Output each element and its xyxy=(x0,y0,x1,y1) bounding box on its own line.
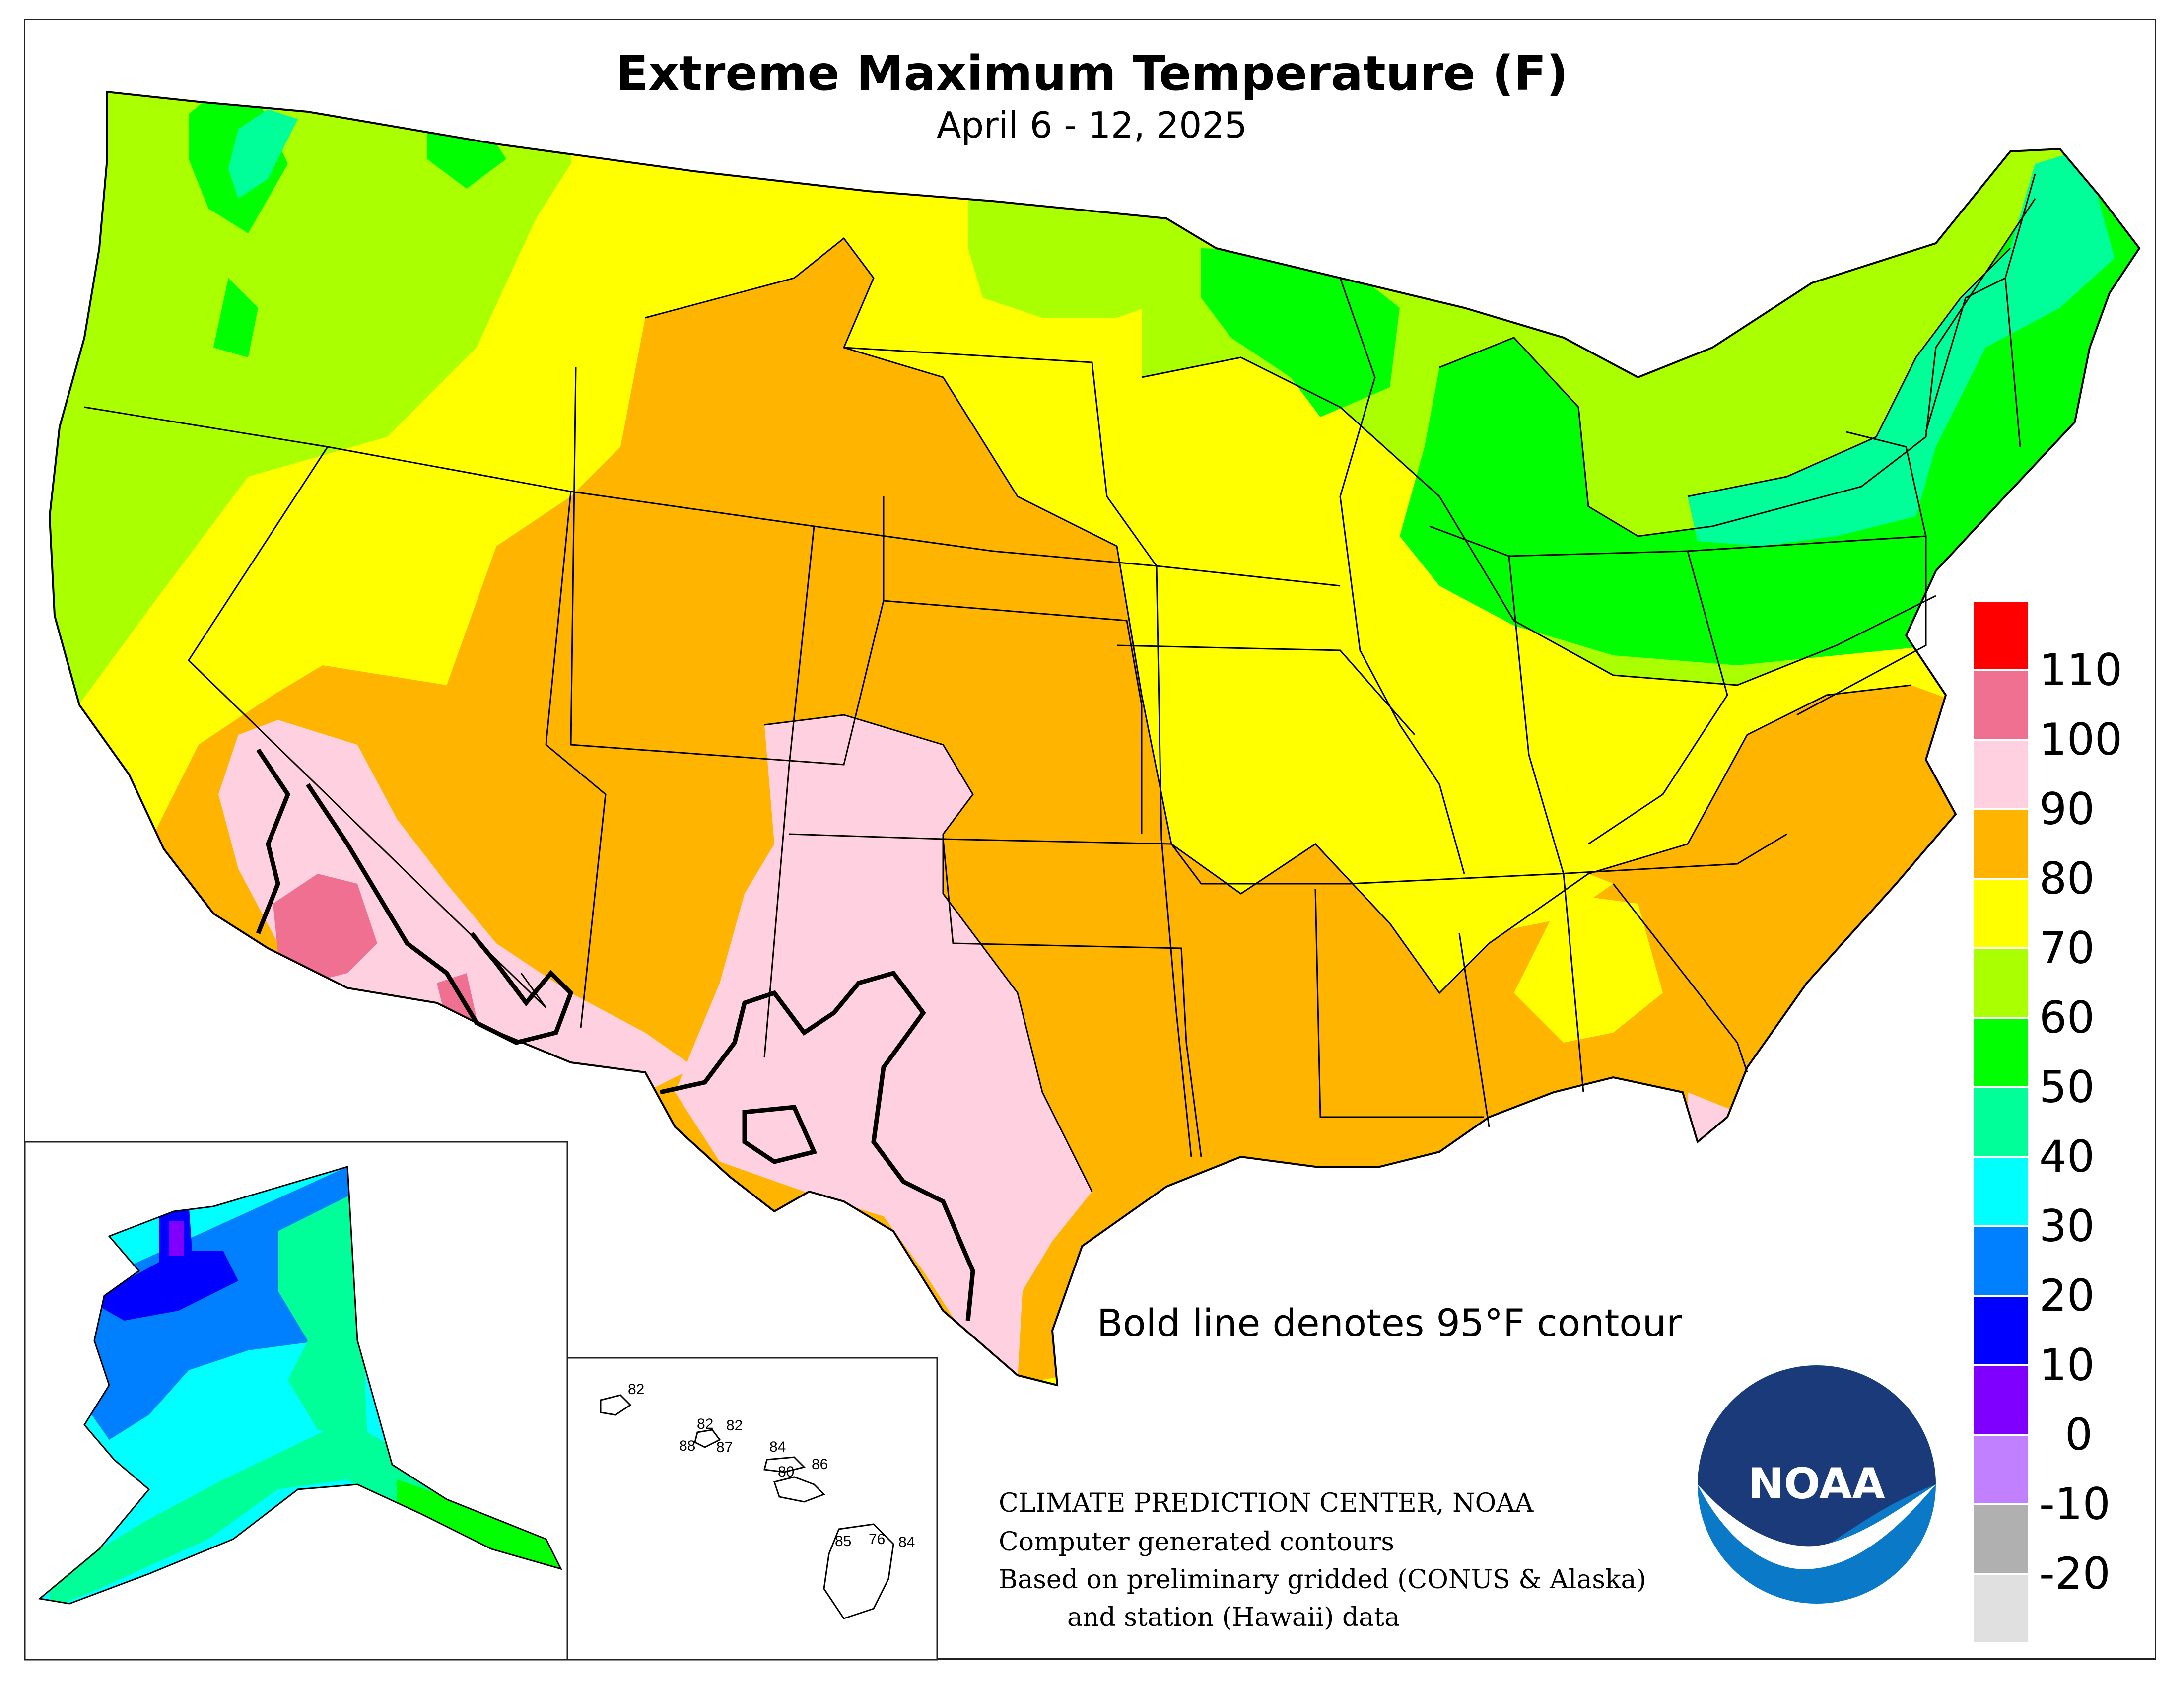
legend-swatch xyxy=(1972,1156,2030,1227)
hawaii-value: 88 xyxy=(679,1438,696,1454)
legend-swatch xyxy=(1972,947,2030,1019)
legend-label: 40 xyxy=(2039,1131,2095,1182)
hawaii-value: 85 xyxy=(835,1533,852,1549)
credit-line: CLIMATE PREDICTION CENTER, NOAA xyxy=(999,1488,1534,1518)
legend-label: 20 xyxy=(2039,1270,2095,1321)
legend-label: 110 xyxy=(2039,644,2122,696)
hawaii-value: 84 xyxy=(769,1439,786,1455)
legend-label: 80 xyxy=(2039,853,2095,904)
map-frame xyxy=(24,19,2156,1660)
state-borders xyxy=(48,90,2141,1387)
hawaii-value: 76 xyxy=(869,1531,886,1547)
credit-line: and station (Hawaii) data xyxy=(1067,1603,1400,1632)
legend-swatch xyxy=(1972,1573,2030,1644)
legend-label: 100 xyxy=(2039,714,2122,765)
legend-swatch xyxy=(1972,600,2030,671)
hawaii-value: 82 xyxy=(628,1381,645,1398)
contour-95f xyxy=(256,748,975,1321)
contour-note: Bold line denotes 95°F contour xyxy=(1097,1301,1682,1345)
legend-label: 90 xyxy=(2039,783,2095,835)
legend-swatch xyxy=(1972,878,2030,949)
alaska-map xyxy=(40,1167,561,1604)
page-title: Extreme Maximum Temperature (F) xyxy=(615,46,1569,101)
legend-swatch xyxy=(1972,739,2030,810)
legend-swatch xyxy=(1972,1086,2030,1158)
legend-label: 70 xyxy=(2039,922,2095,974)
hawaii-value: 87 xyxy=(716,1439,733,1456)
legend-label: -20 xyxy=(2039,1548,2111,1599)
legend-label: 10 xyxy=(2039,1339,2095,1391)
legend-swatch xyxy=(1972,1017,2030,1088)
hawaii-value: 82 xyxy=(726,1417,743,1434)
hawaii-value: 84 xyxy=(898,1534,915,1550)
legend-swatch xyxy=(1972,1225,2030,1297)
legend-swatch xyxy=(1972,808,2030,880)
legend-label: 60 xyxy=(2039,992,2095,1043)
alaska-outline xyxy=(38,1166,562,1605)
hawaii-islands xyxy=(600,1394,894,1619)
hawaii-value: 86 xyxy=(812,1456,828,1473)
legend-swatch xyxy=(1972,1295,2030,1366)
legend-label: 30 xyxy=(2039,1200,2095,1252)
noaa-logo-text: NOAA xyxy=(1748,1459,1885,1509)
legend-swatch xyxy=(1972,1434,2030,1505)
legend-swatch xyxy=(1972,669,2030,741)
hawaii-inset xyxy=(566,1357,938,1661)
page-subtitle: April 6 - 12, 2025 xyxy=(937,104,1247,146)
legend-swatches xyxy=(1972,600,2030,1644)
legend-swatch xyxy=(1972,1503,2030,1575)
legend-swatch xyxy=(1972,1364,2030,1436)
legend-label: -10 xyxy=(2039,1478,2111,1530)
hawaii-value: 80 xyxy=(778,1464,795,1480)
hawaii-value: 82 xyxy=(697,1416,714,1432)
credit-line: Based on preliminary gridded (CONUS & Al… xyxy=(999,1565,1646,1595)
noaa-logo: NOAA xyxy=(1698,1365,1936,1604)
credit-line: Computer generated contours xyxy=(999,1527,1395,1557)
contour-lines xyxy=(645,198,2036,1192)
legend-label: 0 xyxy=(2065,1409,2093,1460)
legend-label: 50 xyxy=(2039,1061,2095,1113)
